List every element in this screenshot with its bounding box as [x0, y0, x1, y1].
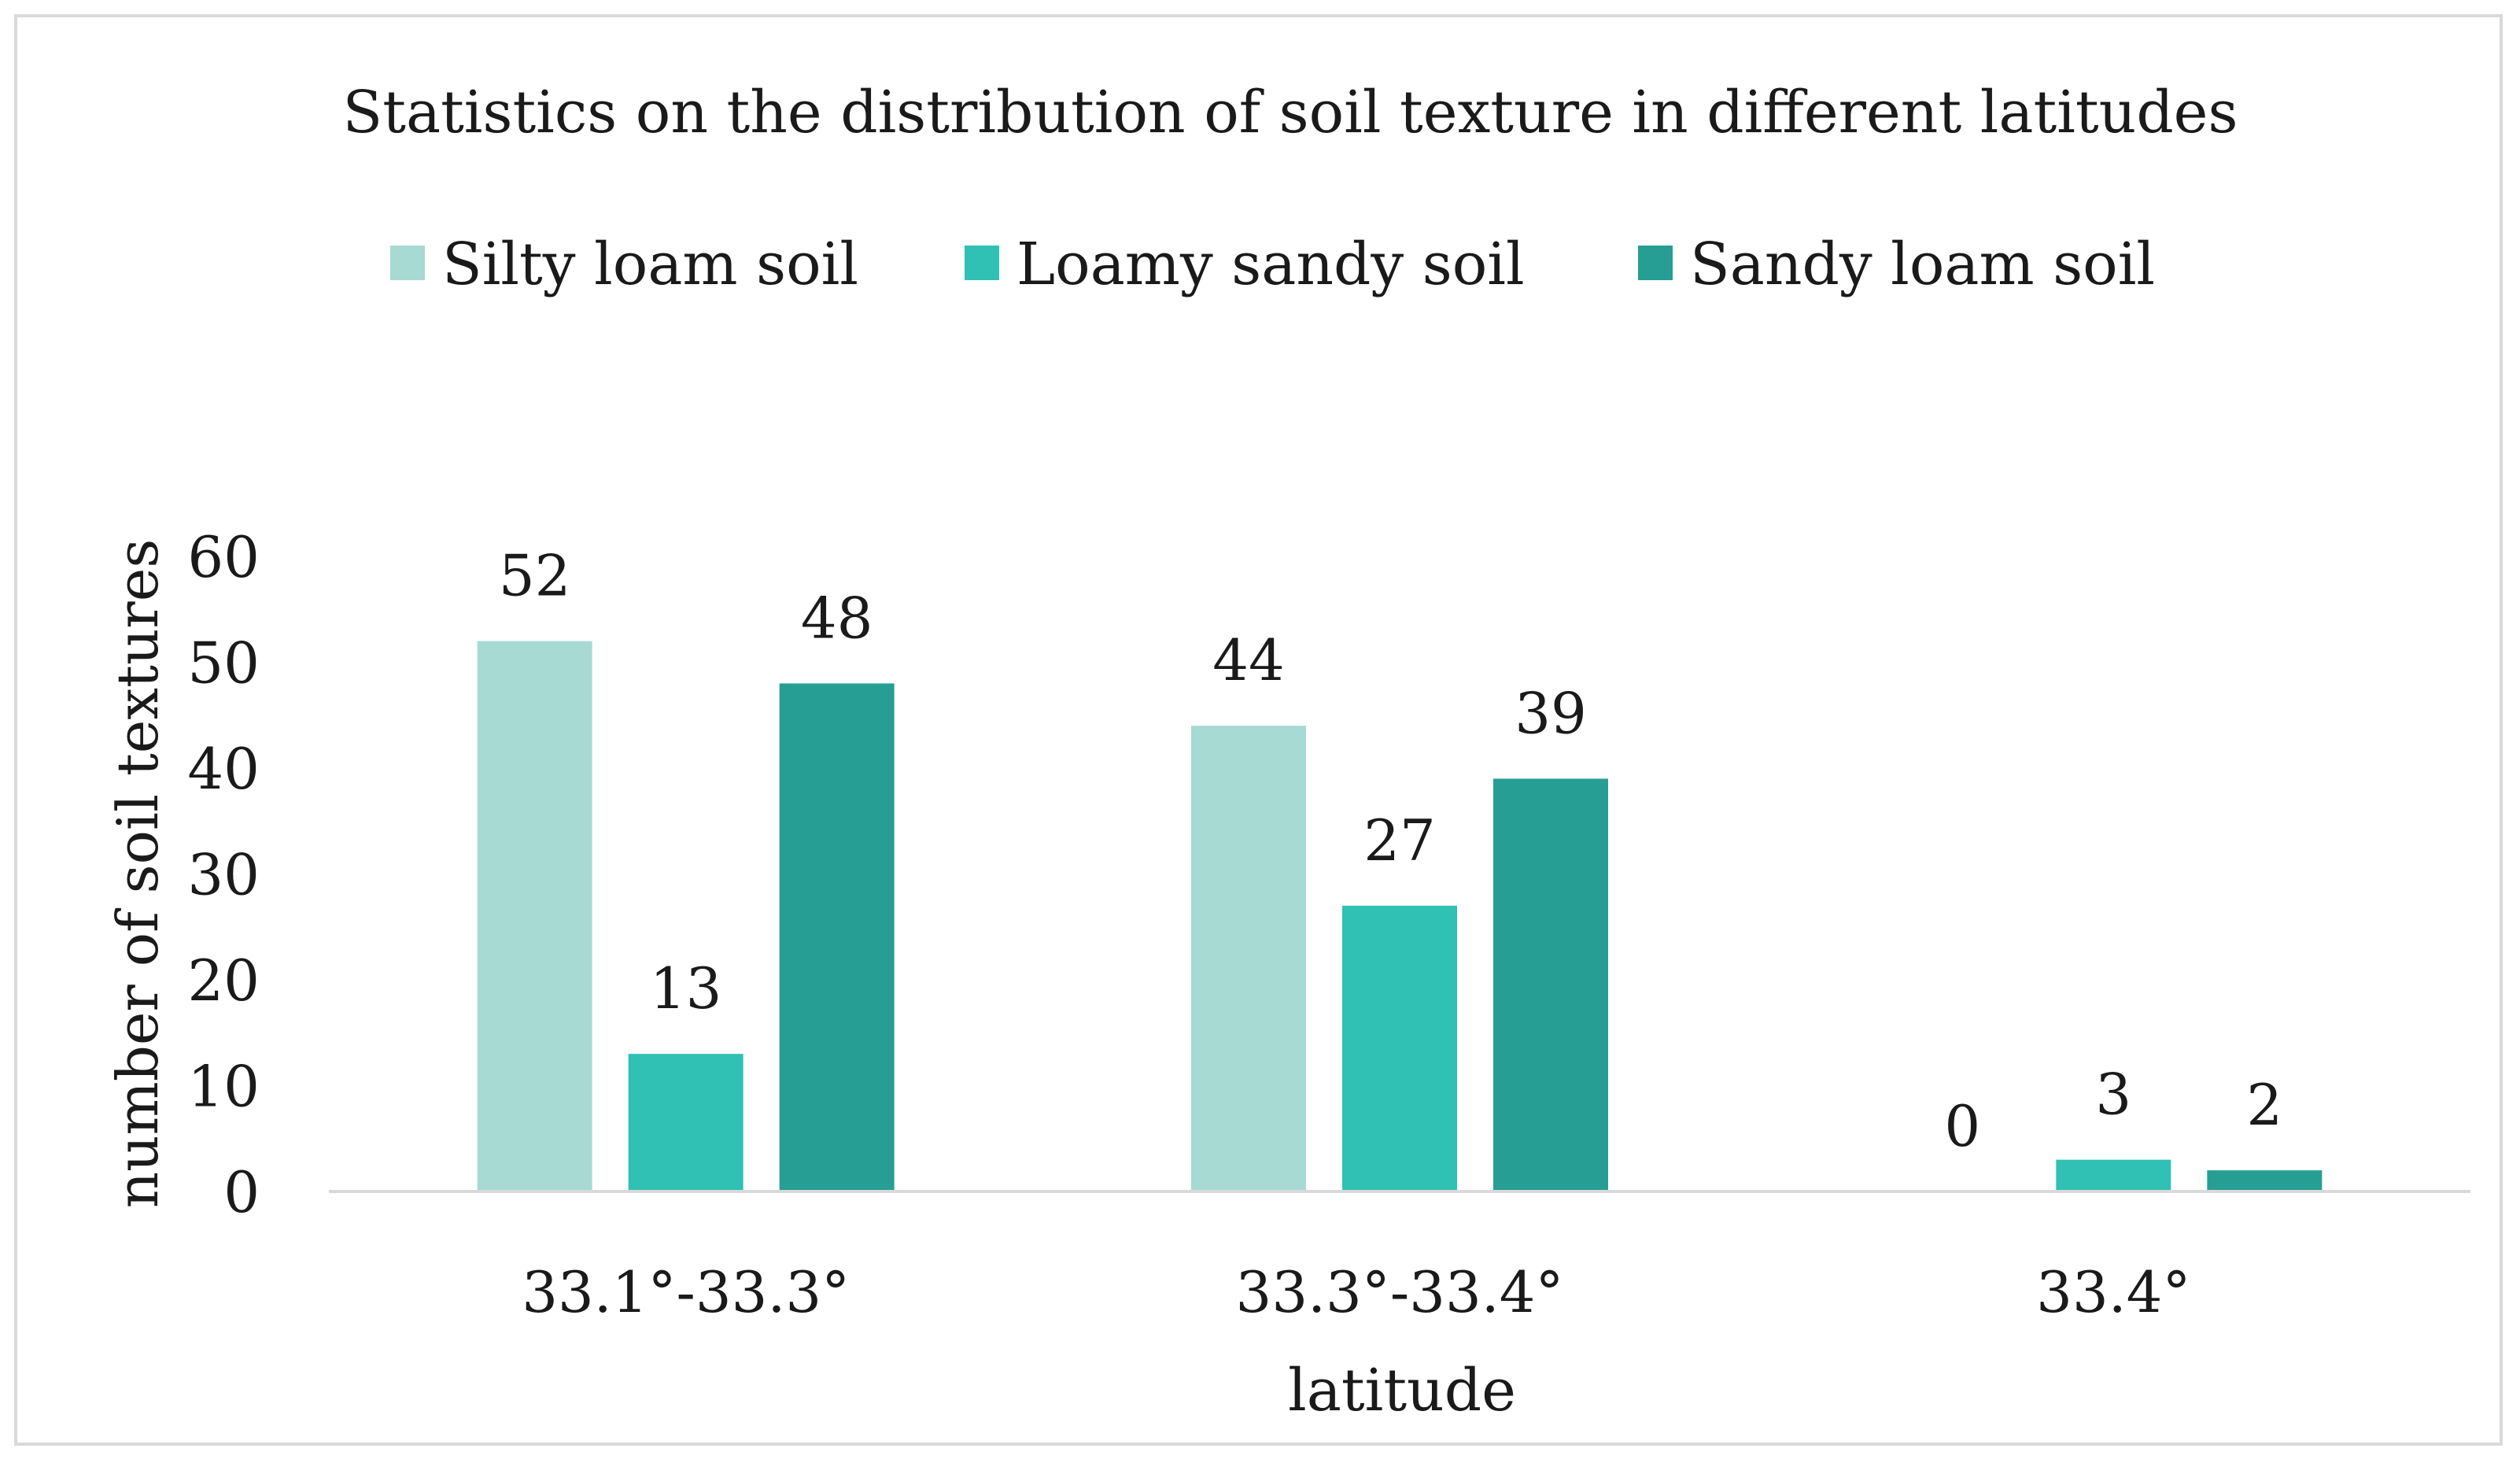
data-label: 48 — [801, 585, 873, 651]
x-tick-label: 33.1°-33.3° — [522, 1259, 850, 1325]
data-label: 27 — [1363, 807, 1436, 874]
bars — [477, 641, 2323, 1191]
data-label: 39 — [1515, 680, 1587, 746]
x-axis-label: latitude — [1288, 1357, 1516, 1424]
legend-label: Loamy sandy soil — [1016, 231, 1525, 298]
legend-swatch — [390, 246, 425, 280]
x-tick-label: 33.3°-33.4° — [1236, 1259, 1564, 1325]
y-tick-label: 50 — [187, 630, 260, 696]
bar — [2207, 1170, 2323, 1191]
bar — [2056, 1159, 2171, 1191]
data-label: 52 — [499, 543, 571, 609]
bar — [779, 683, 895, 1191]
data-labels: 52 13 48 44 27 39 0 3 2 — [499, 543, 2282, 1159]
y-tick-label: 0 — [223, 1159, 260, 1225]
y-tick-label: 30 — [187, 842, 260, 908]
chart-title: Statistics on the distribution of soil t… — [343, 79, 2238, 146]
data-label: 2 — [2246, 1072, 2282, 1138]
legend: Silty loam soil Loamy sandy soil Sandy loa… — [390, 231, 2155, 298]
data-label: 3 — [2095, 1062, 2131, 1128]
y-tick-label: 20 — [187, 948, 260, 1014]
legend-swatch — [965, 246, 999, 280]
bar — [1342, 905, 1457, 1191]
y-tick-label: 10 — [187, 1054, 260, 1120]
x-axis-ticks: 33.1°-33.3° 33.3°-33.4° 33.4° — [522, 1259, 2190, 1325]
data-label: 44 — [1212, 627, 1285, 693]
y-axis-ticks: 0 10 20 30 40 50 60 — [187, 524, 260, 1225]
legend-swatch — [1638, 246, 1673, 280]
y-tick-label: 60 — [187, 524, 260, 590]
legend-label: Silty loam soil — [442, 231, 858, 298]
bar — [1191, 726, 1306, 1191]
bar — [628, 1054, 743, 1191]
bar — [477, 641, 592, 1191]
legend-label: Sandy loam soil — [1690, 231, 2155, 298]
bar — [1493, 778, 1608, 1191]
y-axis-label: number of soil textures — [105, 539, 171, 1209]
data-label: 13 — [650, 955, 722, 1022]
y-tick-label: 40 — [187, 736, 260, 802]
x-tick-label: 33.4° — [2036, 1259, 2190, 1325]
data-label: 0 — [1944, 1093, 1980, 1159]
